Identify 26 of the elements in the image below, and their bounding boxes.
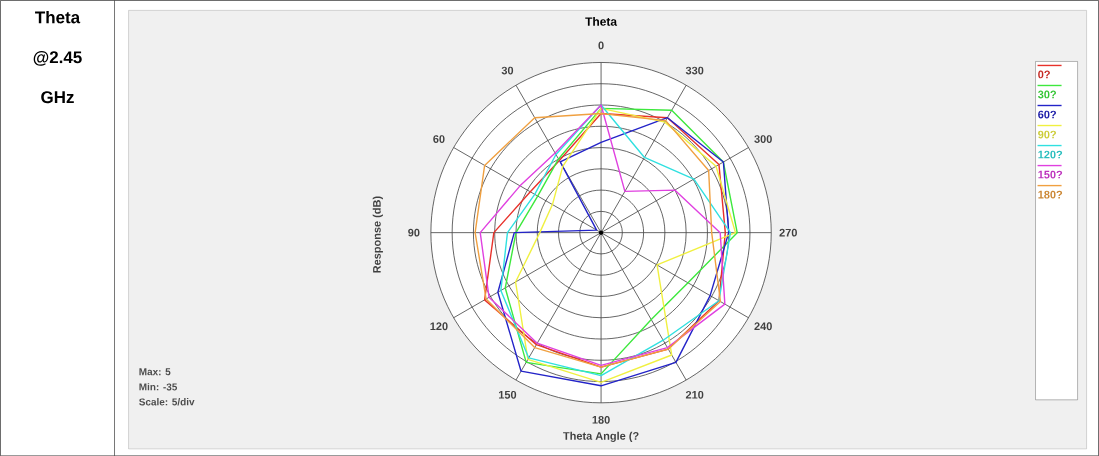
text: Min: -35	[139, 383, 178, 391]
text: Theta Angle (?	[563, 431, 639, 442]
legend-label: 150?	[1038, 170, 1063, 179]
spoke-label: 240	[754, 322, 772, 330]
chart-title: Theta	[585, 16, 618, 26]
legend-label: 180?	[1038, 190, 1063, 199]
spoke-label: 0	[598, 41, 604, 50]
legend-label: 60?	[1038, 110, 1056, 119]
text: Scale: 5/div	[139, 397, 195, 406]
spoke-label: 270	[779, 228, 797, 237]
spoke-label: 300	[754, 135, 772, 143]
legend-label: 30?	[1037, 90, 1056, 99]
text: Response (dB)	[372, 196, 383, 273]
text: Max: 5	[139, 368, 171, 376]
spoke-label: 30	[501, 66, 514, 75]
legend-label: 120?	[1038, 150, 1063, 159]
spoke-label: 210	[685, 390, 704, 399]
spoke-label: 330	[685, 66, 704, 75]
spoke-label: 180	[592, 415, 610, 424]
spoke-label: 150	[499, 390, 517, 399]
spoke-label: 90	[408, 228, 420, 237]
spoke-label: 60	[433, 135, 445, 143]
legend-label: 0?	[1038, 70, 1050, 79]
text: Theta @2.45 GHz	[33, 10, 82, 104]
spoke-label: 120	[430, 322, 448, 330]
legend-label: 90?	[1038, 130, 1056, 139]
